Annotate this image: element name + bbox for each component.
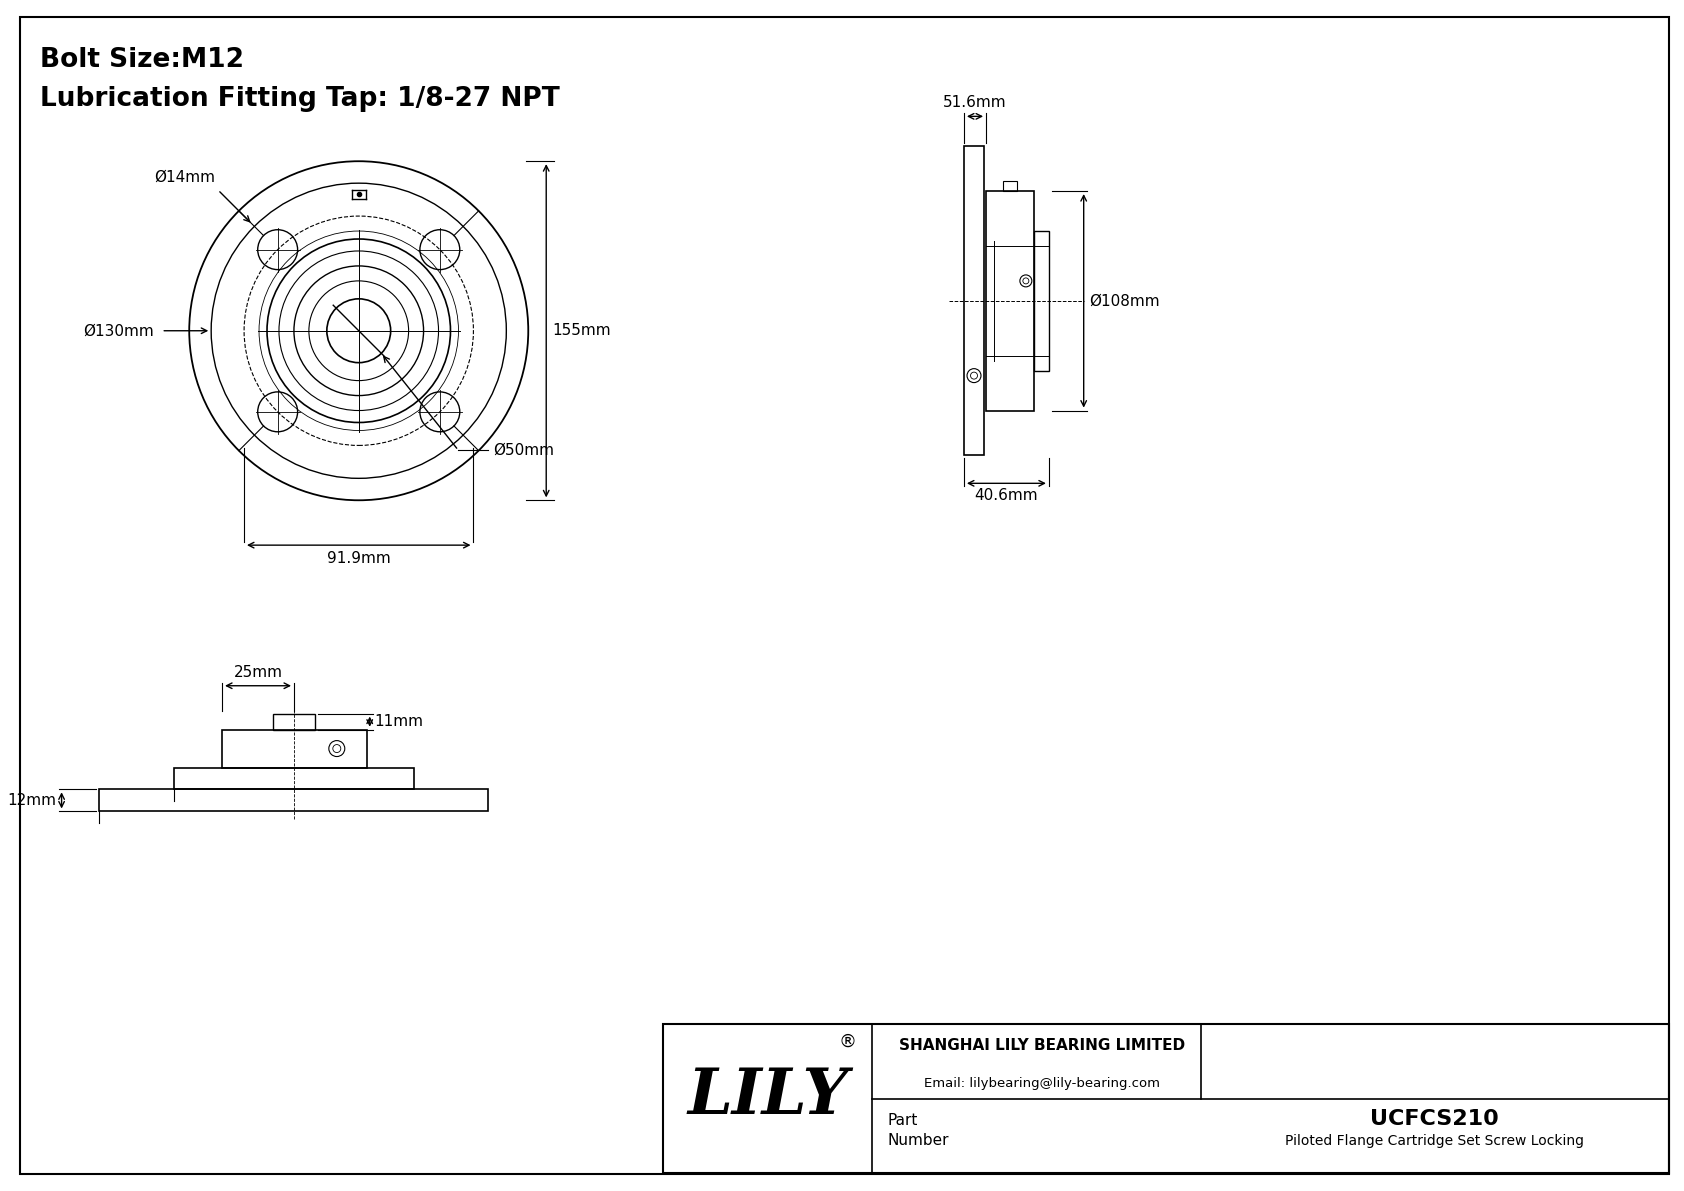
Text: LILY: LILY	[687, 1066, 849, 1128]
Bar	[1034, 231, 1049, 370]
Text: Piloted Flange Cartridge Set Screw Locking: Piloted Flange Cartridge Set Screw Locki…	[1285, 1135, 1585, 1148]
Text: Ø130mm: Ø130mm	[84, 323, 155, 338]
Text: Part
Number: Part Number	[887, 1114, 948, 1148]
Text: Lubrication Fitting Tap: 1/8-27 NPT: Lubrication Fitting Tap: 1/8-27 NPT	[40, 87, 559, 112]
Text: 25mm: 25mm	[234, 665, 283, 680]
Text: SHANGHAI LILY BEARING LIMITED: SHANGHAI LILY BEARING LIMITED	[899, 1039, 1186, 1053]
Bar	[985, 191, 1034, 411]
Bar	[222, 730, 367, 767]
Text: 51.6mm: 51.6mm	[943, 95, 1007, 111]
Text: 91.9mm: 91.9mm	[327, 551, 391, 566]
Text: Email: lilybearing@lily-bearing.com: Email: lilybearing@lily-bearing.com	[925, 1077, 1160, 1090]
Bar	[963, 146, 983, 455]
Text: ®: ®	[839, 1033, 857, 1050]
Bar	[663, 1024, 1669, 1173]
Text: 11mm: 11mm	[376, 715, 424, 729]
Bar	[273, 713, 315, 730]
Text: Ø14mm: Ø14mm	[153, 170, 216, 185]
Bar	[99, 790, 488, 811]
Bar	[1004, 181, 1017, 191]
Text: Ø108mm: Ø108mm	[1090, 293, 1160, 308]
Text: UCFCS210: UCFCS210	[1371, 1109, 1499, 1129]
Text: 40.6mm: 40.6mm	[973, 488, 1037, 504]
Text: 155mm: 155mm	[552, 323, 611, 338]
Text: Ø50mm: Ø50mm	[493, 443, 554, 457]
Text: Bolt Size:M12: Bolt Size:M12	[40, 46, 244, 73]
Bar	[173, 767, 414, 790]
Text: 12mm: 12mm	[8, 793, 57, 807]
